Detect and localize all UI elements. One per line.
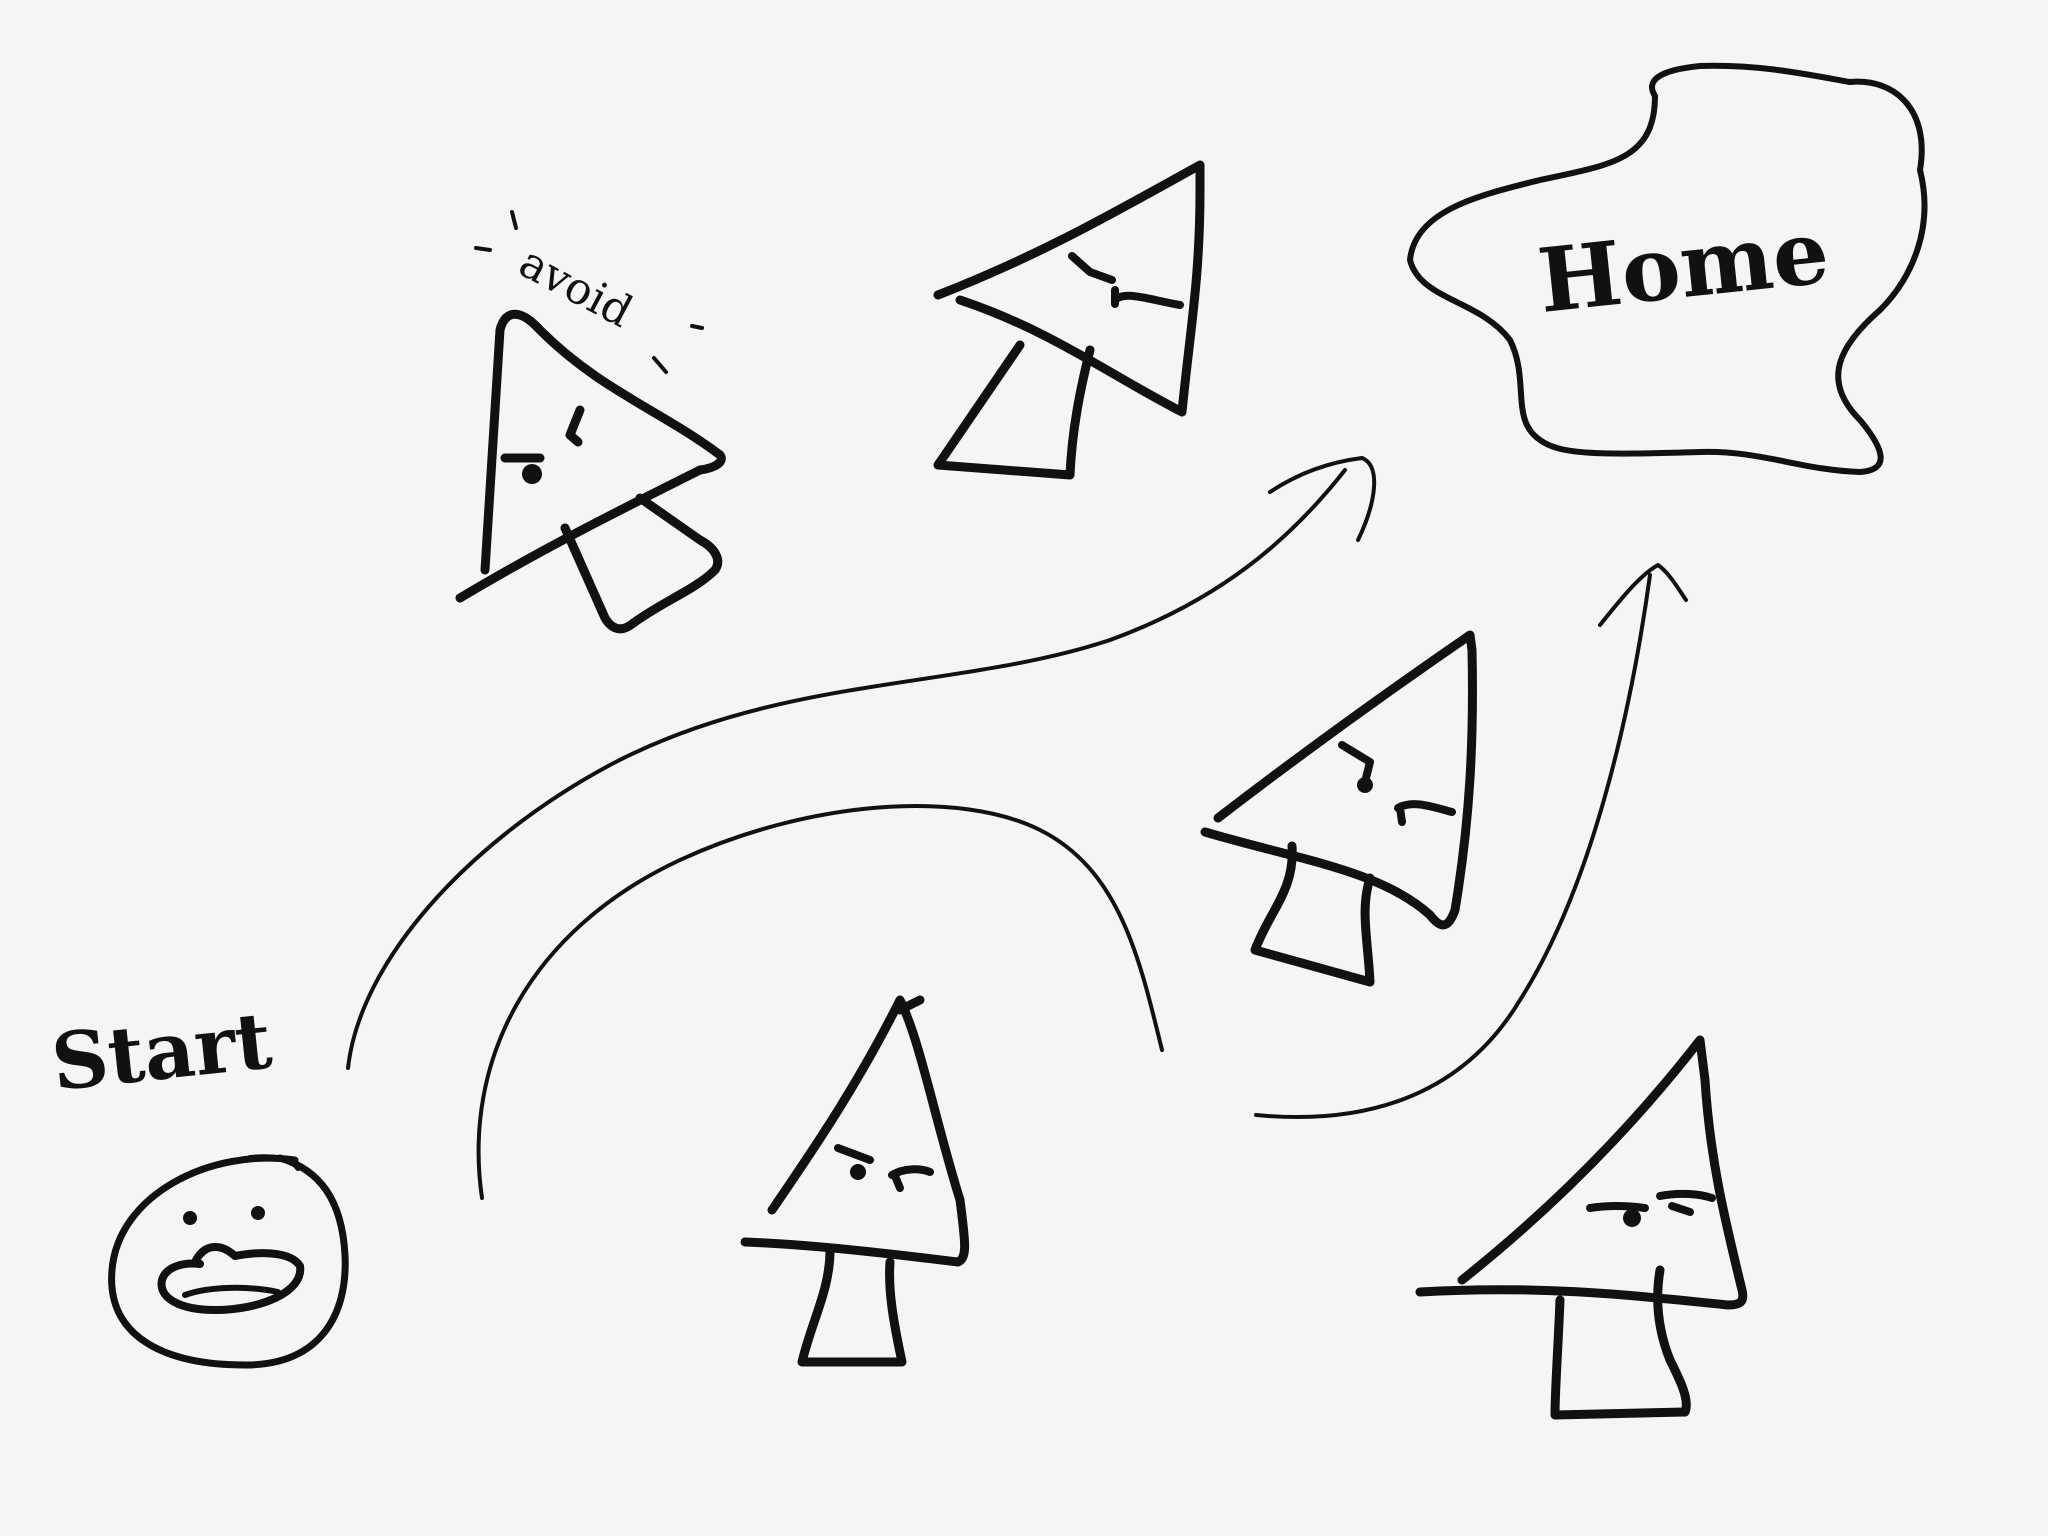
angry-cursor-icon	[740, 995, 970, 1367]
home-label: Home	[1533, 199, 1833, 333]
avoid-annotation: avoid	[474, 210, 704, 374]
arc-path	[476, 804, 1164, 1200]
curved-arrow-icon	[346, 456, 1377, 1070]
angry-cursor-icon	[1415, 1035, 1748, 1420]
home-cloud-icon: Home	[1407, 62, 1928, 475]
angry-cursor-icon	[933, 160, 1205, 480]
angry-cursor-icon	[1200, 630, 1477, 987]
start-label: Start	[47, 995, 275, 1109]
curved-arrow-icon	[1254, 563, 1688, 1119]
scared-face-icon	[108, 1154, 349, 1369]
angry-cursor-icon	[455, 309, 726, 634]
